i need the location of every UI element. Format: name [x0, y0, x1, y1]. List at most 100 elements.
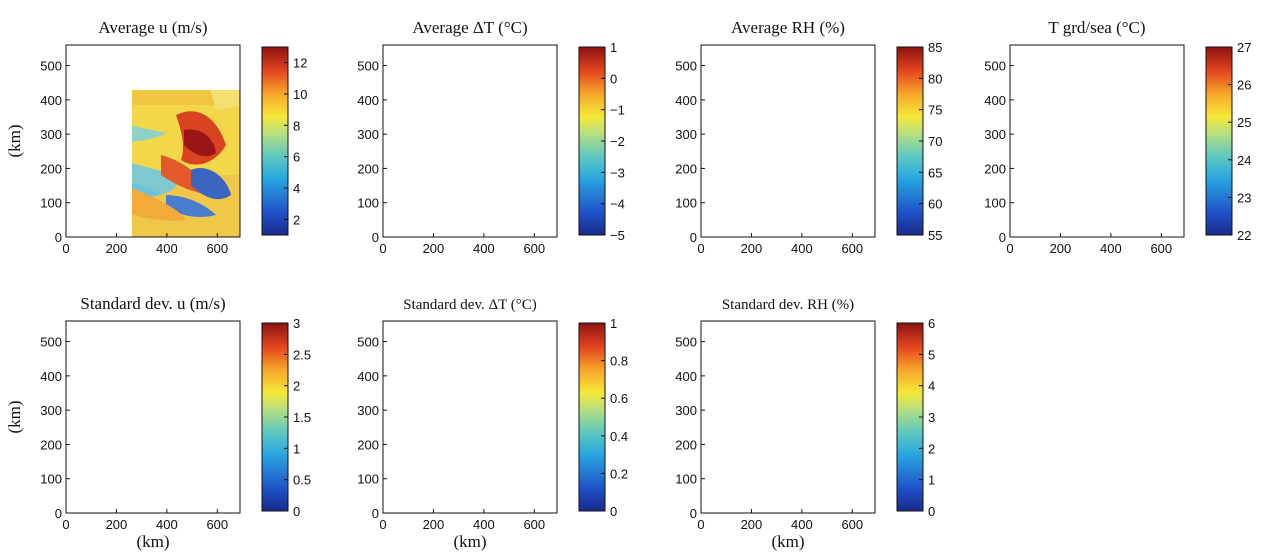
- x-tick-label: 600: [206, 241, 228, 256]
- colorbar-tick-label: 5: [928, 347, 935, 362]
- panel-5: Standard dev. u (m/s)0 200 400 600010020030…: [5, 294, 311, 551]
- colorbar-tick-label: 0: [610, 504, 617, 519]
- heatmap-field: [383, 321, 557, 513]
- y-tick-label: 400: [984, 93, 1006, 108]
- plot-frame: [700, 44, 876, 238]
- x-tick-label: 0: [379, 241, 386, 256]
- colorbar-tick-label: 2: [293, 379, 300, 394]
- y-tick-label: 300: [40, 403, 62, 418]
- x-tick-label: 400: [473, 517, 495, 532]
- x-tick-label: 400: [791, 517, 813, 532]
- y-axis-label: (km): [5, 400, 24, 433]
- x-tick-label: 400: [156, 241, 178, 256]
- y-tick-label: 400: [40, 93, 62, 108]
- x-tick-label: 0: [1006, 241, 1013, 256]
- colorbar-tick-label: 4: [293, 181, 300, 196]
- colorbar-tick-label: 0: [928, 504, 935, 519]
- x-tick-label: 0: [697, 517, 704, 532]
- colorbar-tick-label: 0.4: [610, 429, 628, 444]
- y-tick-label: 400: [357, 93, 379, 108]
- x-axis-label: (km): [771, 532, 804, 551]
- x-tick-label: 400: [473, 241, 495, 256]
- panel-6: Standard dev. ΔT (°C) 0 200 400 600 0 100 200 30…: [357, 297, 628, 551]
- y-tick-label: 400: [40, 369, 62, 384]
- panel-title: Average u (m/s): [98, 18, 207, 37]
- x-tick-label: 200: [741, 517, 763, 532]
- colorbar-tick-label: 6: [928, 316, 935, 331]
- colorbar-tick-label: 0: [610, 71, 617, 86]
- y-tick-label: 500: [357, 335, 379, 350]
- x-tick-label: 600: [206, 517, 228, 532]
- colorbar-tick-label: −3: [610, 165, 625, 180]
- colorbar-tick-label: 3: [928, 410, 935, 425]
- y-tick-label: 400: [357, 369, 379, 384]
- colorbar-tick-label: 1: [610, 316, 617, 331]
- x-tick-label: 200: [423, 517, 445, 532]
- colorbar-tick-label: 1: [610, 40, 617, 55]
- colorbar-tick-label: 3: [293, 316, 300, 331]
- colorbar-tick-label: 4: [928, 379, 935, 394]
- x-tick-label: 0: [62, 517, 69, 532]
- y-tick-label: 300: [357, 403, 379, 418]
- y-tick-label: 200: [357, 161, 379, 176]
- plot-frame: [1009, 44, 1185, 238]
- colorbar-tick-label: 12: [293, 56, 307, 71]
- colorbar-tick-label: 2: [293, 212, 300, 227]
- y-tick-label: 0: [690, 230, 697, 245]
- x-axis-label: (km): [453, 532, 486, 551]
- colorbar-tick-label: 24: [1237, 153, 1251, 168]
- colorbar-tick-label: 0.5: [293, 473, 311, 488]
- plot-frame: [382, 44, 558, 238]
- plot-frame: [65, 320, 241, 514]
- colorbar-tick-label: 25: [1237, 115, 1251, 130]
- colorbar-tick-label: 0.6: [610, 391, 628, 406]
- plot-frame: [700, 320, 876, 514]
- x-tick-label: 600: [523, 241, 545, 256]
- panel-2: Average ΔT (°C) 0 200 400 600 0 100 200 300 400 50…: [357, 18, 625, 256]
- colorbar-tick-label: 85: [928, 40, 942, 55]
- y-tick-label: 100: [675, 196, 697, 211]
- x-tick-label: 0: [379, 517, 386, 532]
- colorbar-tick-label: −4: [610, 197, 625, 212]
- y-tick-label: 200: [675, 161, 697, 176]
- colorbar-tick-label: 23: [1237, 190, 1251, 205]
- plot-frame: [382, 320, 558, 514]
- x-tick-label: 200: [106, 241, 128, 256]
- y-tick-label: 400: [675, 93, 697, 108]
- colorbar-tick-label: 80: [928, 71, 942, 86]
- y-tick-label: 0: [690, 506, 697, 521]
- colorbar-tick-label: 70: [928, 134, 942, 149]
- x-tick-label: 400: [1100, 241, 1122, 256]
- colorbar: [261, 322, 289, 512]
- colorbar-tick-label: −1: [610, 103, 625, 118]
- colorbar-tick-label: 6: [293, 150, 300, 165]
- x-tick-label: 200: [106, 517, 128, 532]
- y-tick-label: 300: [675, 127, 697, 142]
- x-tick-label: 0: [62, 241, 69, 256]
- y-tick-label: 200: [984, 161, 1006, 176]
- y-tick-label: 300: [675, 403, 697, 418]
- colorbar: [261, 46, 289, 236]
- panel-title: Standard dev. u (m/s): [80, 294, 225, 313]
- x-tick-label: 600: [1150, 241, 1172, 256]
- colorbar: [1205, 46, 1233, 236]
- y-tick-label: 500: [40, 335, 62, 350]
- colorbar-tick-label: 8: [293, 118, 300, 133]
- heatmap-field: [66, 321, 240, 513]
- y-tick-label: 200: [675, 437, 697, 452]
- panel-title: T grd/sea (°C): [1048, 18, 1145, 37]
- y-axis-label: (km): [5, 124, 24, 157]
- heatmap-field: [701, 45, 875, 237]
- panel-title: Standard dev. RH (%): [722, 297, 854, 313]
- colorbar-tick-label: 2.5: [293, 347, 311, 362]
- y-tick-label: 200: [40, 437, 62, 452]
- x-tick-label: 600: [841, 517, 863, 532]
- y-tick-label: 300: [357, 127, 379, 142]
- y-tick-label: 500: [984, 59, 1006, 74]
- colorbar-tick-label: 75: [928, 103, 942, 118]
- y-tick-label: 0: [55, 506, 62, 521]
- y-tick-label: 100: [984, 196, 1006, 211]
- x-tick-label: 200: [1050, 241, 1072, 256]
- heatmap-field: [1010, 45, 1184, 237]
- y-tick-label: 100: [675, 472, 697, 487]
